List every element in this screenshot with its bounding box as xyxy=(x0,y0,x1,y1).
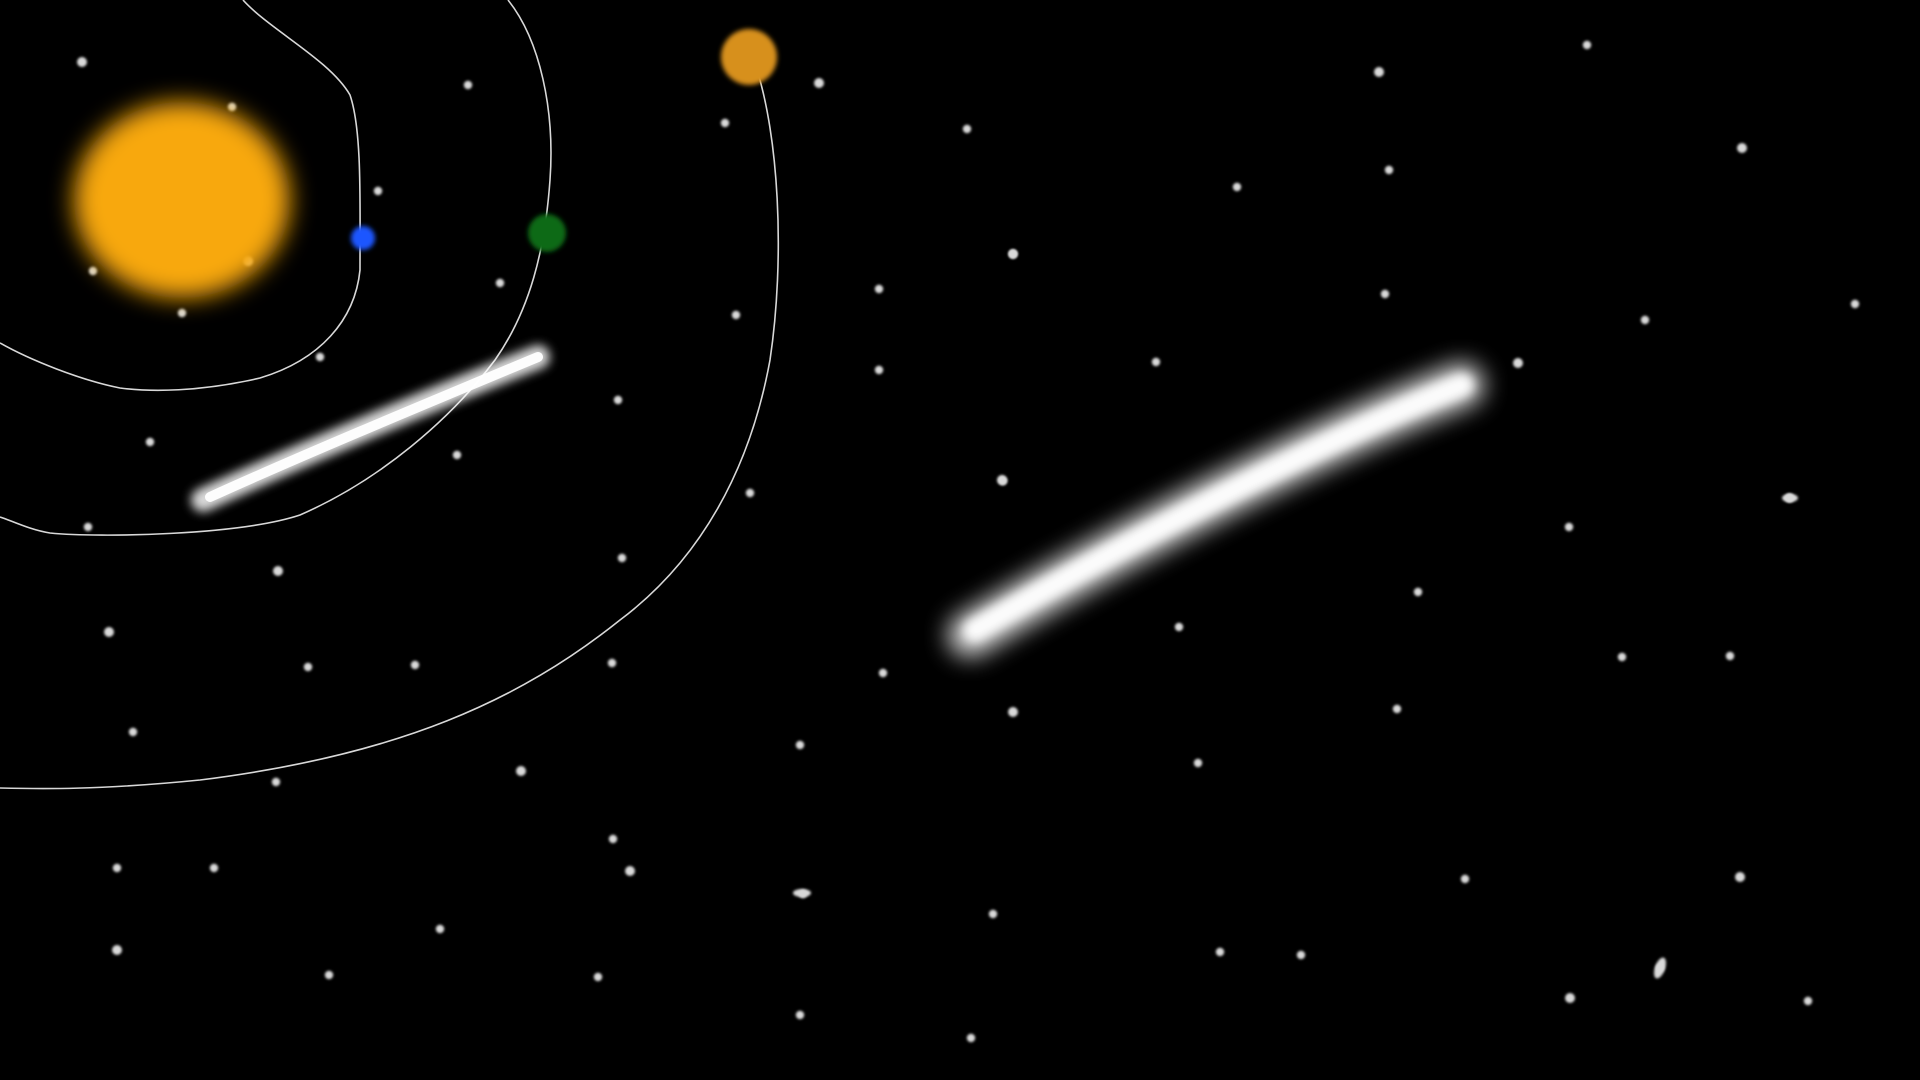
star xyxy=(1564,522,1574,532)
star xyxy=(720,118,730,128)
star xyxy=(1460,874,1470,884)
star xyxy=(1008,707,1018,717)
star xyxy=(77,57,87,67)
star xyxy=(1565,993,1575,1003)
star xyxy=(1725,651,1735,661)
star xyxy=(625,866,635,876)
star xyxy=(1737,143,1747,153)
star xyxy=(962,124,972,134)
star xyxy=(452,450,462,460)
star xyxy=(617,553,627,563)
star xyxy=(1640,315,1650,325)
blue-planet xyxy=(351,226,375,250)
star xyxy=(315,352,325,362)
star xyxy=(1803,996,1813,1006)
star xyxy=(1513,358,1523,368)
star xyxy=(1174,622,1184,632)
star xyxy=(793,889,811,897)
star xyxy=(112,945,122,955)
star xyxy=(1413,587,1423,597)
star xyxy=(1617,652,1627,662)
star xyxy=(997,475,1007,485)
star xyxy=(988,909,998,919)
star xyxy=(271,777,281,787)
star xyxy=(874,365,884,375)
star xyxy=(878,668,888,678)
star xyxy=(795,740,805,750)
star xyxy=(1296,950,1306,960)
star xyxy=(495,278,505,288)
star xyxy=(1782,494,1798,502)
star xyxy=(1193,758,1203,768)
star xyxy=(1151,357,1161,367)
star xyxy=(593,972,603,982)
star xyxy=(608,834,618,844)
comets xyxy=(191,345,1484,657)
star xyxy=(1384,165,1394,175)
star xyxy=(795,1010,805,1020)
orbit-outer xyxy=(0,54,780,790)
star xyxy=(104,627,114,637)
star xyxy=(410,660,420,670)
star xyxy=(745,488,755,498)
star xyxy=(966,1033,976,1043)
star xyxy=(209,863,219,873)
star xyxy=(227,102,237,112)
star xyxy=(1374,67,1384,77)
orbit-middle xyxy=(0,0,552,536)
star xyxy=(1392,704,1402,714)
star xyxy=(516,766,526,776)
star xyxy=(463,80,473,90)
star xyxy=(1653,957,1667,979)
star xyxy=(83,522,93,532)
star xyxy=(874,284,884,294)
sun xyxy=(74,102,290,298)
star xyxy=(128,727,138,737)
star xyxy=(731,310,741,320)
green-planet xyxy=(528,214,566,252)
orbits xyxy=(0,0,780,790)
star xyxy=(88,266,98,276)
star xyxy=(1008,249,1018,259)
star xyxy=(1582,40,1592,50)
star xyxy=(112,863,122,873)
star xyxy=(1735,872,1745,882)
star xyxy=(435,924,445,934)
star xyxy=(1215,947,1225,957)
star xyxy=(177,308,187,318)
orbit-inner xyxy=(0,0,361,392)
star xyxy=(303,662,313,672)
orange-planet xyxy=(721,29,777,85)
comet-small xyxy=(191,345,550,512)
star xyxy=(613,395,623,405)
star xyxy=(1232,182,1242,192)
star xyxy=(607,658,617,668)
star xyxy=(1380,289,1390,299)
star xyxy=(814,78,824,88)
star xyxy=(1850,299,1860,309)
star xyxy=(145,437,155,447)
star xyxy=(324,970,334,980)
comet-large xyxy=(948,363,1484,657)
star xyxy=(373,186,383,196)
star xyxy=(273,566,283,576)
